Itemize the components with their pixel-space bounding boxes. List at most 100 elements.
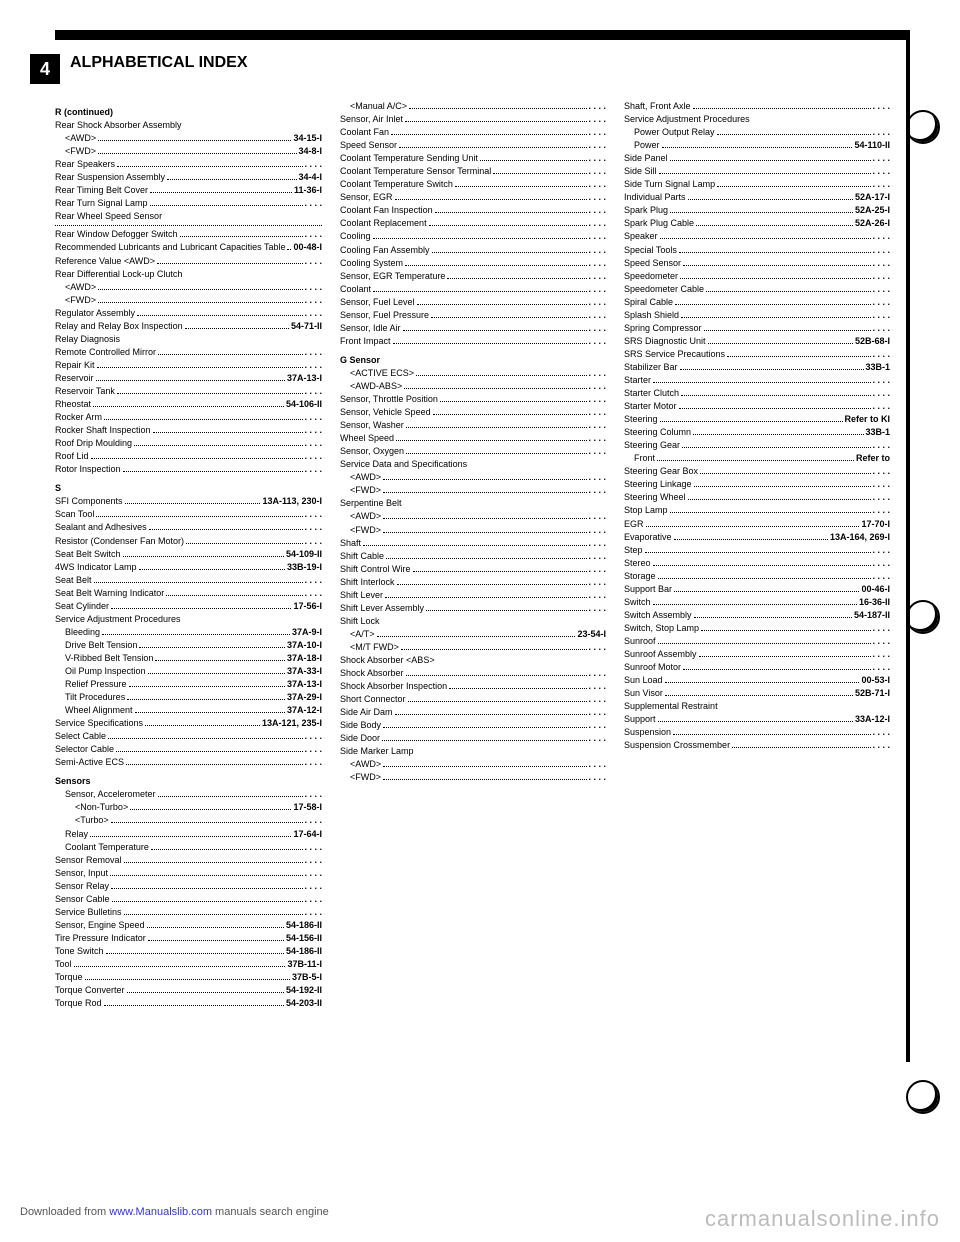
leader-dots [363, 545, 586, 546]
leader-dots [673, 734, 870, 735]
index-entry: Shaft, Front Axle. . . . [624, 100, 890, 113]
entry-label: <Turbo> [55, 814, 109, 827]
entry-page: . . . . [305, 255, 323, 268]
entry-page: . . . . [873, 635, 891, 648]
index-entry: Drive Belt Tension37A-10-I [55, 639, 322, 652]
entry-page: 37A-12-I [287, 704, 322, 717]
entry-page: . . . . [589, 719, 607, 732]
index-entry: Cooling Fan Assembly. . . . [340, 244, 606, 257]
leader-dots [447, 278, 586, 279]
entry-label: Steering Wheel [624, 491, 686, 504]
entry-label: Steering Gear Box [624, 465, 698, 478]
entry-label: Speed Sensor [624, 257, 681, 270]
leader-dots [153, 432, 303, 433]
leader-dots [449, 688, 586, 689]
entry-label: Shock Absorber Inspection [340, 680, 447, 693]
entry-page: 52A-25-I [855, 204, 890, 217]
index-entry: Sensor, Throttle Position. . . . [340, 393, 606, 406]
index-entry: Torque Converter54-192-II [55, 984, 322, 997]
entry-label: Shift Lever [340, 589, 383, 602]
index-entry: Coolant Fan Inspection. . . . [340, 204, 606, 217]
leader-dots [658, 721, 853, 722]
entry-page: . . . . [305, 437, 323, 450]
index-entry: Service Bulletins. . . . [55, 906, 322, 919]
entry-label: Serpentine Belt [340, 497, 402, 510]
index-column: Shaft, Front Axle. . . .Service Adjustme… [624, 100, 890, 1010]
entry-page: . . . . [873, 126, 891, 139]
leader-dots [123, 471, 303, 472]
entry-page: 00-48-I [293, 241, 322, 254]
entry-page: . . . . [589, 380, 607, 393]
entry-label: Cooling [340, 230, 371, 243]
leader-dots [97, 367, 303, 368]
leader-dots [123, 556, 284, 557]
leader-dots [688, 499, 871, 500]
entry-label: Sensor, Fuel Pressure [340, 309, 429, 322]
leader-dots [393, 343, 587, 344]
entry-label: Rear Suspension Assembly [55, 171, 165, 184]
index-entry: Steering Gear. . . . [624, 439, 890, 452]
entry-label: Select Cable [55, 730, 106, 743]
entry-label: Sun Visor [624, 687, 663, 700]
entry-page: . . . . [589, 445, 607, 458]
leader-dots [405, 265, 586, 266]
entry-page: . . . . [589, 667, 607, 680]
index-entry: Storage. . . . [624, 570, 890, 583]
index-entry: Power54-110-II [624, 139, 890, 152]
index-entry: Oil Pump Inspection37A-33-I [55, 665, 322, 678]
index-entry: Rear Speakers. . . . [55, 158, 322, 171]
index-entry: Shaft. . . . [340, 537, 606, 550]
entry-page: . . . . [873, 348, 891, 361]
punch-hole-icon [906, 110, 940, 144]
entry-page: 52A-26-I [855, 217, 890, 230]
leader-dots [401, 649, 587, 650]
entry-page: . . . . [305, 521, 323, 534]
entry-page: . . . . [589, 576, 607, 589]
index-entry: Recommended Lubricants and Lubricant Cap… [55, 241, 322, 254]
entry-label: Relay Diagnosis [55, 333, 120, 346]
entry-page: . . . . [589, 217, 607, 230]
entry-label: <ACTIVE ECS> [340, 367, 414, 380]
leader-dots [90, 836, 291, 837]
entry-label: Spiral Cable [624, 296, 673, 309]
entry-label: <AWD> [55, 281, 96, 294]
leader-dots [180, 236, 303, 237]
entry-page: 34-15-I [293, 132, 322, 145]
index-entry: Service Adjustment Procedures [624, 113, 890, 126]
index-entry: <AWD>. . . . [340, 471, 606, 484]
index-entry: Spark Plug52A-25-I [624, 204, 890, 217]
leader-dots [383, 727, 586, 728]
entry-page: . . . . [589, 322, 607, 335]
entry-label: <M/T FWD> [340, 641, 399, 654]
entry-page: . . . . [873, 544, 891, 557]
leader-dots [433, 414, 587, 415]
index-entry: Side Sill. . . . [624, 165, 890, 178]
index-entry: Bleeding37A-9-I [55, 626, 322, 639]
entry-label: Service Adjustment Procedures [55, 613, 181, 626]
entry-label: Shift Interlock [340, 576, 395, 589]
leader-dots [155, 660, 285, 661]
entry-page: 00-46-I [861, 583, 890, 596]
leader-dots [98, 140, 291, 141]
entry-label: Coolant Replacement [340, 217, 427, 230]
leader-dots [455, 186, 587, 187]
leader-dots [139, 569, 285, 570]
leader-dots [405, 121, 586, 122]
entry-page: . . . . [305, 814, 323, 827]
entry-label: Spring Compressor [624, 322, 702, 335]
index-entry: Individual Parts52A-17-I [624, 191, 890, 204]
entry-page: . . . . [589, 771, 607, 784]
entry-label: Wheel Speed [340, 432, 394, 445]
index-entry: Rear Turn Signal Lamp. . . . [55, 197, 322, 210]
entry-page: . . . . [305, 574, 323, 587]
leader-dots [395, 199, 587, 200]
entry-label: Sensor, Accelerometer [55, 788, 156, 801]
entry-label: Side Turn Signal Lamp [624, 178, 715, 191]
index-entry: Suspension Crossmember. . . . [624, 739, 890, 752]
entry-label: Speedometer [624, 270, 678, 283]
index-entry: Scan Tool. . . . [55, 508, 322, 521]
entry-page: 17-64-I [293, 828, 322, 841]
index-entry: Selector Cable. . . . [55, 743, 322, 756]
footer-link[interactable]: www.Manualslib.com [109, 1206, 212, 1218]
index-entry: Starter Clutch. . . . [624, 387, 890, 400]
